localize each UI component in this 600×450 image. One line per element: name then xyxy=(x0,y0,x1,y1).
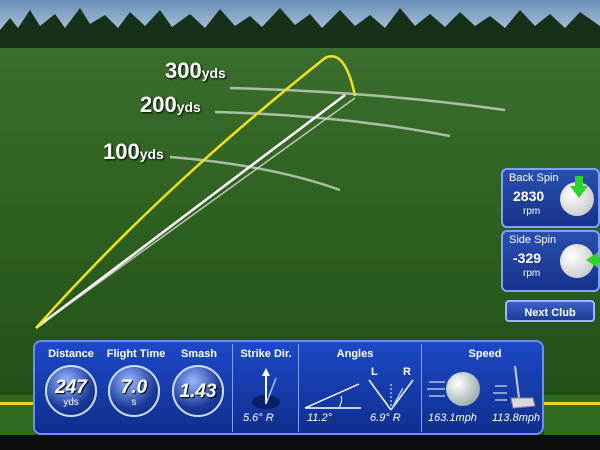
back-spin-title: Back Spin xyxy=(509,172,559,184)
side-spin-unit: rpm xyxy=(523,268,541,279)
launch-angle-icon xyxy=(304,383,361,409)
smash-bubble: 1.43 xyxy=(172,365,224,417)
tree-line xyxy=(0,8,600,52)
side-spin-box: Side Spin -329 rpm xyxy=(501,230,600,292)
right-yellow-bar xyxy=(544,402,600,405)
distance-unit: yds xyxy=(63,397,79,408)
range-line-100 xyxy=(169,155,341,192)
strike-dir-label: Strike Dir. xyxy=(240,348,292,360)
back-spin-value: 2830 xyxy=(513,188,545,204)
range-label-unit: yds xyxy=(201,65,226,81)
back-spin-box: Back Spin 2830 rpm xyxy=(501,168,600,228)
side-spin-title: Side Spin xyxy=(509,234,557,246)
range-label-unit: yds xyxy=(176,99,201,115)
range-label-number: 200 xyxy=(140,92,177,117)
shot-trace-flight xyxy=(35,55,357,329)
smash-value: 1.43 xyxy=(179,381,217,402)
flight-time-bubble: 7.0 s xyxy=(108,365,160,417)
side-angle-icon xyxy=(368,379,414,411)
right-green-tab xyxy=(544,395,600,440)
side-spin-value: -329 xyxy=(513,250,542,266)
ball-speed-icon xyxy=(427,372,480,406)
range-line-300 xyxy=(229,86,506,112)
back-spin-unit: rpm xyxy=(523,206,541,217)
club-speed-value: 113.8mph xyxy=(492,412,541,424)
flight-time-unit: s xyxy=(131,397,137,408)
distance-label: Distance xyxy=(48,348,94,360)
launch-angle-value: 11.2° xyxy=(307,412,332,424)
stats-divider xyxy=(298,344,299,432)
angles-label: Angles xyxy=(336,348,374,360)
ball-speed-value: 163.1mph xyxy=(428,412,477,424)
angle-left-marker: L xyxy=(371,366,378,378)
stats-divider xyxy=(232,344,233,432)
shot-trace-ground-grey xyxy=(35,97,356,329)
distance-bubble: 247 yds xyxy=(45,365,97,417)
left-yellow-bar xyxy=(0,402,35,405)
range-line-200 xyxy=(214,110,451,138)
range-label-200: 200yds xyxy=(140,92,201,118)
flight-time-label: Flight Time xyxy=(106,348,166,360)
arrow-down-icon xyxy=(570,176,588,198)
side-angle-value: 6.9° R xyxy=(370,412,401,424)
range-label-300: 300yds xyxy=(165,58,226,84)
arrow-left-icon xyxy=(586,252,600,268)
stats-divider xyxy=(421,344,422,432)
speed-label: Speed xyxy=(468,348,502,360)
club-speed-icon xyxy=(493,366,536,409)
range-label-number: 100 xyxy=(103,139,140,164)
strike-dir-value: 5.6° R xyxy=(243,412,274,424)
range-label-unit: yds xyxy=(139,146,164,162)
smash-label: Smash xyxy=(180,348,218,360)
strike-direction-icon xyxy=(252,368,280,409)
range-label-number: 300 xyxy=(165,58,202,83)
left-green-tab xyxy=(0,395,35,440)
shot-stats-panel: Distance 247 yds Flight Time 7.0 s Smash… xyxy=(33,340,544,435)
flight-time-value: 7.0 xyxy=(120,377,148,398)
screen-bezel xyxy=(0,435,600,450)
angle-right-marker: R xyxy=(403,366,411,378)
shot-trace-ground-white xyxy=(35,94,346,329)
range-label-100: 100yds xyxy=(103,139,164,165)
distance-value: 247 xyxy=(55,377,87,398)
next-club-button[interactable]: Next Club xyxy=(505,300,595,322)
